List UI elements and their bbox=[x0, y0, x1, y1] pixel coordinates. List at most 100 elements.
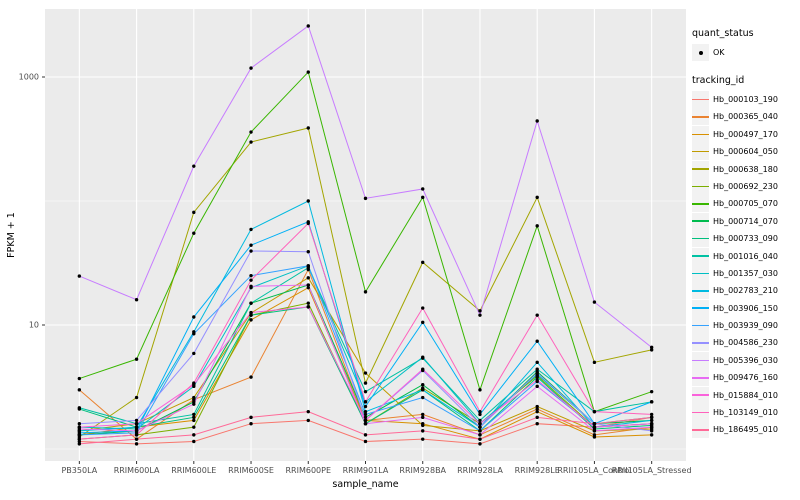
data-point bbox=[306, 285, 310, 290]
legend-line-swatch bbox=[692, 185, 709, 188]
data-point bbox=[421, 412, 425, 417]
data-point bbox=[421, 306, 425, 310]
data-point bbox=[421, 429, 425, 433]
data-point bbox=[535, 375, 539, 379]
data-point bbox=[421, 367, 425, 371]
data-points bbox=[77, 24, 654, 446]
data-point bbox=[192, 412, 196, 417]
data-point bbox=[363, 389, 368, 394]
legend-key-box bbox=[692, 177, 709, 195]
data-point bbox=[478, 429, 482, 433]
data-point bbox=[134, 433, 139, 437]
point-icon bbox=[698, 50, 703, 55]
data-point bbox=[649, 348, 654, 352]
legend-item-label: Hb_001016_040 bbox=[713, 251, 778, 261]
x-tick-label-RRII105LA_Stressed: RRII105LA_Stressed bbox=[612, 466, 692, 475]
legend-item-label: Hb_000365_040 bbox=[713, 112, 778, 122]
legend-key-box bbox=[692, 195, 709, 213]
legend-item-Hb_000705_070: Hb_000705_070 bbox=[692, 195, 798, 213]
data-point bbox=[649, 400, 654, 404]
data-point bbox=[77, 425, 82, 429]
data-point bbox=[77, 274, 82, 278]
legend-line-swatch bbox=[692, 220, 709, 222]
legend-line-swatch bbox=[692, 307, 709, 309]
legend-item-Hb_000638_180: Hb_000638_180 bbox=[692, 160, 798, 178]
data-point bbox=[478, 421, 482, 426]
data-point bbox=[134, 421, 139, 426]
data-point bbox=[134, 425, 139, 429]
legend-item-label: Hb_000714_070 bbox=[713, 216, 778, 226]
data-point bbox=[192, 395, 196, 400]
legend-key-box bbox=[692, 44, 709, 61]
data-point bbox=[649, 433, 654, 437]
legend-item-Hb_000365_040: Hb_000365_040 bbox=[692, 108, 798, 126]
data-point bbox=[535, 371, 539, 375]
data-point bbox=[306, 264, 310, 268]
data-point bbox=[421, 437, 425, 441]
legend-key-box bbox=[692, 143, 709, 161]
legend-key-box bbox=[692, 91, 709, 108]
data-point bbox=[649, 345, 654, 350]
data-point bbox=[535, 409, 539, 414]
data-point bbox=[421, 395, 425, 400]
data-point bbox=[421, 187, 425, 191]
data-point bbox=[478, 409, 482, 414]
data-point bbox=[77, 388, 82, 392]
legend-item-Hb_015884_010: Hb_015884_010 bbox=[692, 386, 798, 404]
data-point bbox=[535, 313, 539, 317]
data-point bbox=[363, 290, 368, 294]
legend-item-label: Hb_003906_150 bbox=[713, 303, 778, 313]
x-tick-label-RRIM600SE: RRIM600SE bbox=[228, 466, 274, 475]
legend: quant_status OK tracking_id Hb_000103_19… bbox=[692, 28, 798, 452]
x-tick-label-RRII105LA_Control: RRII105LA_Control bbox=[557, 466, 631, 475]
legend-line-swatch bbox=[692, 98, 709, 101]
data-point bbox=[249, 249, 253, 253]
data-point bbox=[306, 409, 310, 414]
data-point bbox=[363, 415, 368, 420]
data-point bbox=[249, 278, 253, 282]
legend-line-swatch bbox=[692, 359, 709, 362]
legend-line-swatch bbox=[692, 290, 709, 292]
axes: 10 1000 PB350LA RRIM600LA RRIM600LE RRIM600SE… bbox=[6, 73, 692, 491]
data-point bbox=[249, 227, 253, 232]
legend-item-label: Hb_015884_010 bbox=[713, 390, 778, 400]
data-point bbox=[592, 435, 597, 439]
data-point bbox=[306, 126, 310, 130]
data-point bbox=[649, 412, 654, 417]
data-point bbox=[306, 24, 310, 28]
legend-key-box bbox=[692, 299, 709, 317]
legend-item-label: Hb_000604_050 bbox=[713, 147, 778, 157]
data-point bbox=[249, 243, 253, 247]
legend-key-box bbox=[692, 230, 709, 248]
data-point bbox=[363, 404, 368, 409]
data-point bbox=[192, 425, 196, 429]
legend-item-Hb_001357_030: Hb_001357_030 bbox=[692, 264, 798, 282]
legend-key-box bbox=[692, 125, 709, 143]
legend-title-tracking-id: tracking_id bbox=[692, 75, 745, 86]
data-point bbox=[535, 360, 539, 365]
legend-item-label: Hb_000705_070 bbox=[713, 199, 778, 209]
legend-item-Hb_003906_150: Hb_003906_150 bbox=[692, 299, 798, 317]
data-point bbox=[192, 381, 196, 385]
data-point bbox=[363, 421, 368, 426]
data-point bbox=[192, 164, 196, 168]
data-point bbox=[249, 301, 253, 305]
x-tick-label-RRIM901LA: RRIM901LA bbox=[343, 466, 389, 475]
data-point bbox=[535, 407, 539, 411]
data-point bbox=[134, 297, 139, 302]
data-point bbox=[363, 412, 368, 417]
y-tick-label: 10 bbox=[29, 321, 39, 330]
data-point bbox=[478, 418, 482, 423]
x-tick-label-RRIM928LA: RRIM928LA bbox=[457, 466, 503, 475]
data-point bbox=[249, 318, 253, 322]
legend-line-swatch bbox=[692, 272, 709, 275]
data-point bbox=[478, 388, 482, 392]
legend-key-box bbox=[692, 386, 709, 404]
data-point bbox=[249, 421, 253, 426]
legend-key-box bbox=[692, 264, 709, 282]
data-point bbox=[249, 273, 253, 278]
legend-item-Hb_000604_050: Hb_000604_050 bbox=[692, 143, 798, 161]
data-point bbox=[77, 406, 82, 410]
legend-item-label: Hb_002783_210 bbox=[713, 286, 778, 296]
